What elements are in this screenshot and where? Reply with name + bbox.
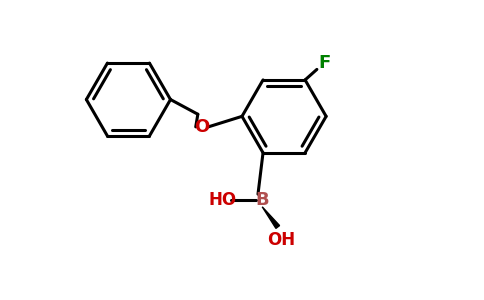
Text: O: O	[195, 118, 210, 136]
Polygon shape	[262, 207, 280, 228]
Text: HO: HO	[208, 191, 236, 209]
Text: F: F	[318, 54, 330, 72]
Text: OH: OH	[267, 231, 295, 249]
Text: B: B	[256, 191, 269, 209]
